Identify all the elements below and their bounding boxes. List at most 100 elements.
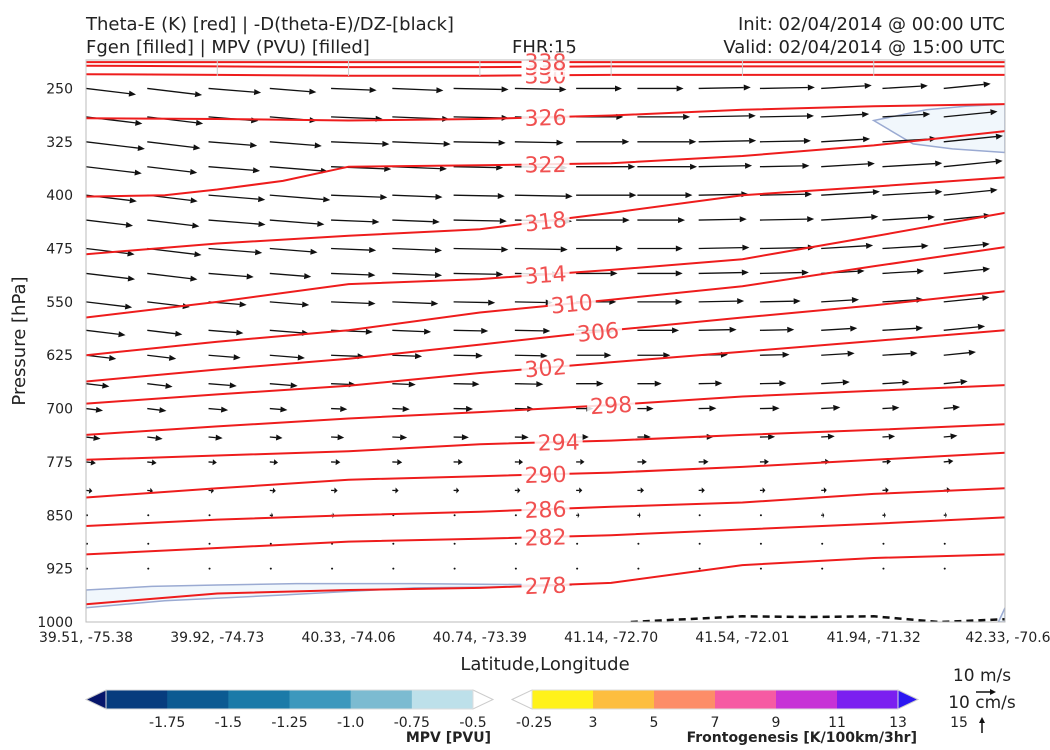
- wind-vector: [943, 109, 998, 118]
- wind-vector: [698, 567, 701, 570]
- wind-vector: [821, 542, 824, 545]
- wind-vector: [943, 133, 1004, 143]
- wind-vector: [637, 327, 680, 334]
- wind-vector: [86, 87, 136, 97]
- wind-vector: [453, 434, 469, 441]
- wind-vector: [331, 271, 376, 278]
- wind-vector: [392, 542, 395, 545]
- wind-vector: [637, 163, 698, 170]
- wind-vector: [269, 406, 288, 413]
- contour-label-318: 318: [523, 208, 568, 238]
- wind-vector: [331, 87, 377, 93]
- wind-vector: [882, 188, 943, 196]
- wind-vector: [147, 329, 183, 337]
- wind-vector: [882, 542, 885, 545]
- wind-vector: [882, 458, 892, 465]
- colorbar-tip-left: [510, 689, 533, 710]
- wind-vector: [821, 111, 870, 118]
- wind-vector: [943, 542, 946, 545]
- wind-vector: [821, 433, 835, 440]
- contour-label-310: 310: [550, 291, 594, 320]
- wind-vector: [943, 81, 991, 90]
- colorbar-tick-label: 15: [950, 715, 968, 731]
- y-ticks: 250 325 400 475 550 625 700 775 850 925 1000: [37, 81, 73, 631]
- wind-vector: [882, 379, 910, 386]
- wind-vector: [453, 381, 480, 388]
- wind-vector: [269, 87, 317, 95]
- wind-vector: [698, 380, 723, 387]
- wind-vector: [882, 433, 896, 440]
- wind-vector: [208, 87, 262, 96]
- wind-vector: [147, 514, 150, 517]
- colorbar-tick-label: 13: [889, 715, 907, 731]
- wind-vector: [147, 435, 163, 442]
- wind-vector: [882, 83, 928, 90]
- contour-label-306: 306: [576, 319, 620, 348]
- wind-vector: [86, 272, 136, 282]
- wind-vector: [208, 406, 229, 413]
- colorbar-segment: [106, 690, 168, 709]
- wind-vector: [637, 380, 662, 387]
- wind-vector: [453, 487, 460, 494]
- contour-label-298: 298: [590, 393, 633, 420]
- wind-vector: [943, 266, 991, 275]
- wind-vector: [392, 193, 443, 200]
- wind-vector: [269, 487, 276, 494]
- wind-vector: [453, 542, 456, 545]
- wind-vector: [759, 567, 762, 570]
- wind-vector: [576, 487, 583, 494]
- colorbar-tick-label: -0.25: [516, 715, 552, 731]
- colorbar-segment: [350, 690, 413, 709]
- wind-vector: [637, 298, 683, 305]
- wind-vector: [514, 459, 524, 466]
- wind-vector: [637, 405, 654, 412]
- wind-vector: [269, 567, 272, 570]
- wind-vector: [698, 458, 709, 465]
- wind-vector: [514, 567, 517, 570]
- colorbar-tick-label: -1.75: [149, 715, 185, 731]
- wind-vector: [514, 487, 521, 494]
- wind-vector: [392, 567, 395, 570]
- wind-vector: [698, 216, 747, 223]
- wind-vector: [453, 246, 509, 253]
- wind-vector: [821, 379, 850, 386]
- wind-vector: [698, 487, 705, 494]
- x-tick-label: 39.51, -75.38: [39, 630, 133, 646]
- wind-vector: [453, 459, 463, 466]
- wind-vector: [943, 404, 961, 411]
- wind-vector: [576, 245, 623, 252]
- colorbar-tick-label: 9: [772, 715, 781, 731]
- wind-vector: [514, 381, 544, 388]
- wind-vector: [882, 567, 885, 570]
- wind-vector: [269, 272, 312, 280]
- x-tick-label: 39.92, -74.73: [170, 630, 264, 646]
- wind-vector: [331, 434, 345, 441]
- contour-label-286: 286: [524, 497, 567, 524]
- colorbar-segment: [532, 690, 594, 709]
- wind-vector: [759, 514, 762, 517]
- wind-vector: [759, 405, 780, 412]
- y-tick-label: 625: [46, 348, 73, 364]
- wind-vector: [882, 325, 924, 332]
- wind-vector: [208, 514, 211, 517]
- colorbar-segment: [289, 690, 352, 709]
- valid-time: Valid: 02/04/2014 @ 15:00 UTC: [723, 37, 1005, 58]
- colorbar-tick-label: 3: [589, 715, 598, 731]
- wind-vector: [392, 487, 399, 494]
- wind-vector: [331, 140, 390, 147]
- wind-vector: [637, 487, 644, 494]
- wind-vector: [453, 405, 474, 412]
- wind-vector: [882, 512, 886, 519]
- x-tick-label: 41.14, -72.70: [564, 630, 658, 646]
- wind-vector: [269, 247, 318, 255]
- wind-vector: [453, 217, 507, 224]
- wind-vector: [576, 138, 630, 145]
- wind-vector: [392, 328, 432, 335]
- wind-vector: [514, 193, 573, 200]
- wind-vector: [821, 567, 824, 570]
- wind-vector: [698, 405, 717, 412]
- wind-vector: [943, 458, 954, 465]
- wind-vector: [86, 247, 135, 257]
- wind-vector: [453, 327, 489, 334]
